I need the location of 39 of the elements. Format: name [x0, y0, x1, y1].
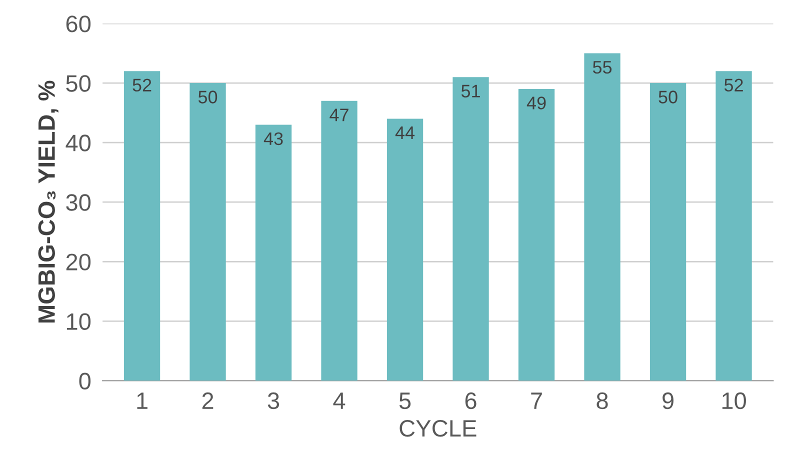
bar: [321, 100, 358, 381]
y-axis-title: MGBIG-CO₃ YIELD, %: [38, 80, 58, 323]
x-tick-label: 4: [333, 392, 346, 409]
data-label: 50: [658, 90, 678, 104]
data-label: 51: [461, 84, 480, 98]
bar: [716, 71, 752, 381]
data-label: 52: [724, 78, 743, 92]
bar: [190, 83, 226, 381]
bar: [584, 53, 620, 381]
x-tick-label: 8: [596, 392, 608, 410]
data-label: 43: [264, 132, 283, 146]
x-tick-label: 1: [137, 392, 148, 409]
y-tick-label: 60: [66, 16, 91, 32]
bar: [452, 77, 489, 381]
bar: [518, 88, 555, 381]
bar: [650, 83, 686, 381]
bar: [124, 71, 160, 381]
y-tick-label: 30: [66, 194, 91, 211]
data-label: 50: [198, 90, 218, 104]
y-tick-label: 40: [66, 134, 91, 152]
data-label: 49: [526, 96, 546, 110]
x-tick-label: 6: [465, 392, 476, 410]
x-tick-label: 2: [202, 392, 214, 409]
y-tick-label: 0: [79, 372, 91, 390]
data-label: 52: [132, 78, 152, 92]
x-tick-label: 10: [722, 392, 746, 410]
data-label: 47: [330, 108, 348, 122]
x-tick-label: 7: [531, 392, 542, 409]
x-tick-label: 9: [662, 392, 674, 410]
data-label: 55: [592, 61, 612, 74]
y-tick-label: 10: [67, 313, 91, 330]
y-tick-label: 20: [66, 254, 91, 270]
y-tick-label: 50: [66, 75, 91, 92]
bar: [386, 118, 424, 381]
bar: [255, 124, 292, 381]
x-tick-label: 3: [268, 392, 280, 410]
x-tick-label: 5: [399, 392, 411, 410]
x-axis-title: CYCLE: [400, 420, 476, 437]
data-label: 44: [395, 126, 415, 139]
